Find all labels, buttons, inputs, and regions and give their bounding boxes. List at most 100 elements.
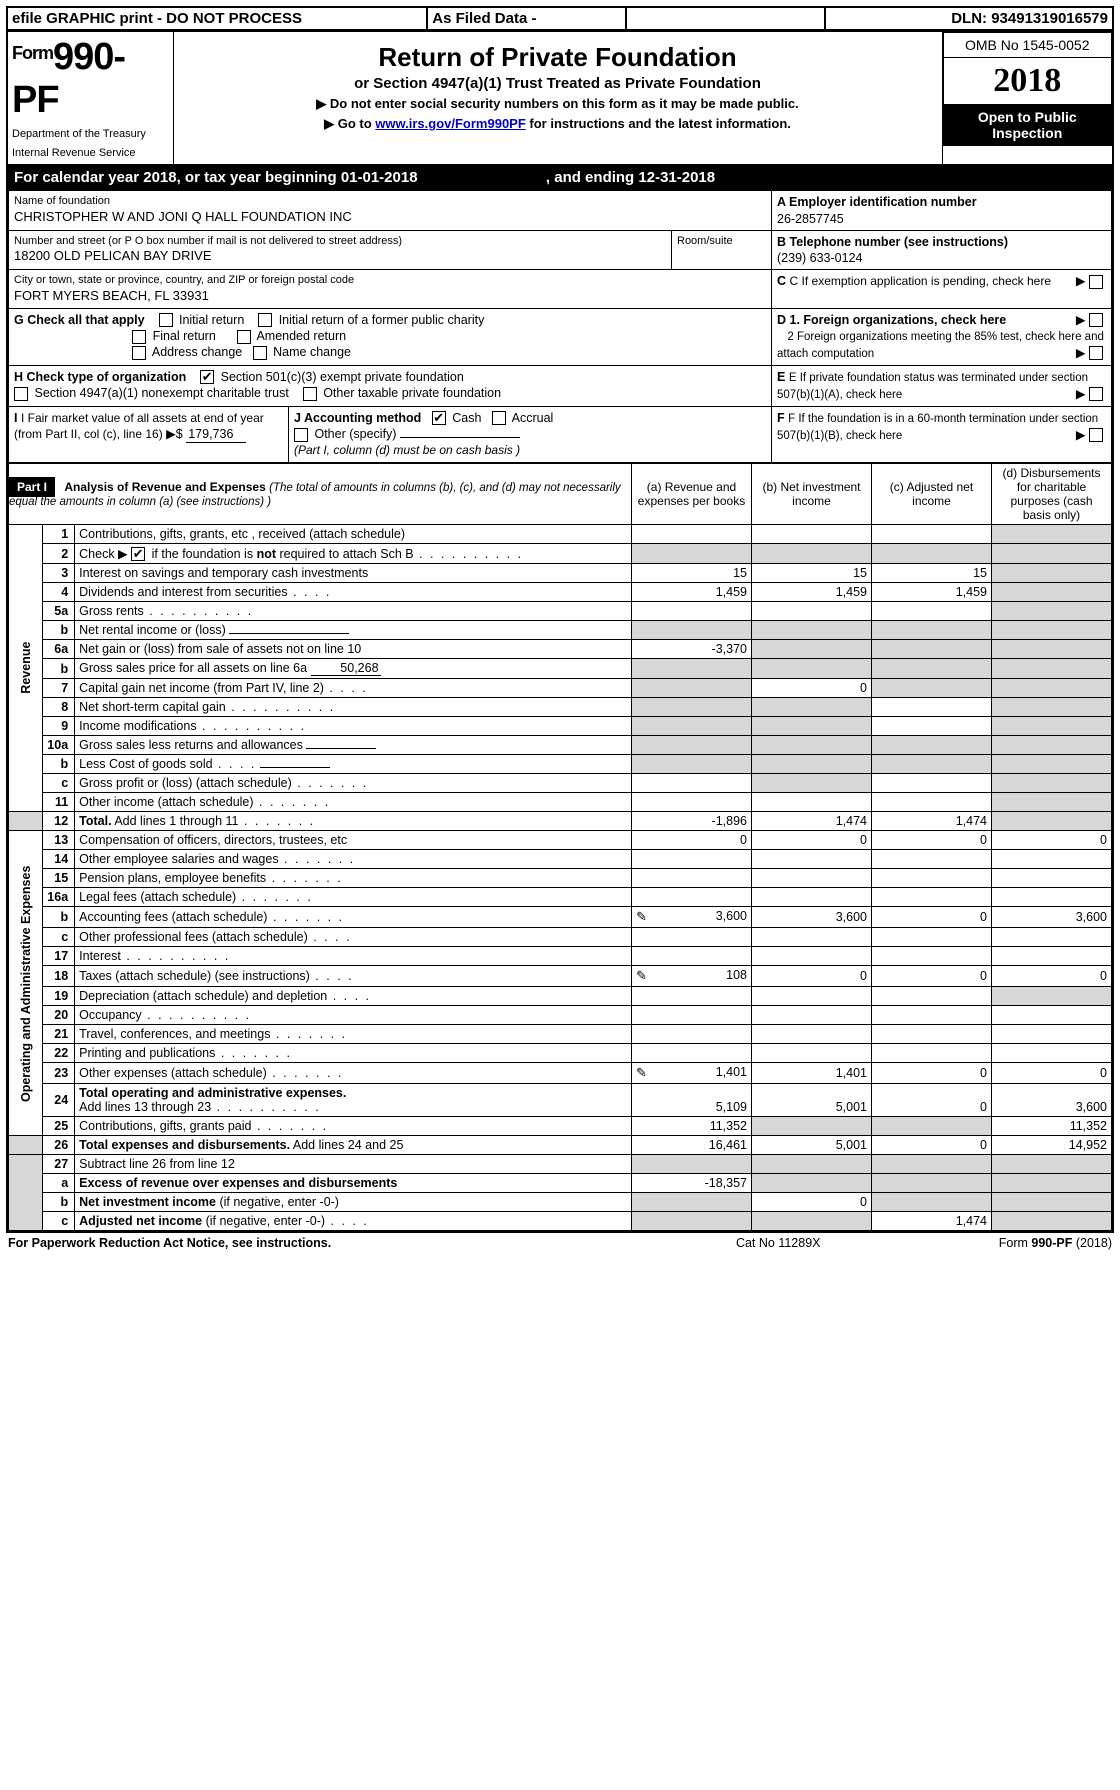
g-address-change-checkbox[interactable] bbox=[132, 346, 146, 360]
line-16a-desc: Legal fees (attach schedule) bbox=[79, 890, 236, 904]
line-27a-num: a bbox=[43, 1174, 75, 1193]
line-10a-desc: Gross sales less returns and allowances bbox=[79, 738, 303, 752]
dln-value: 93491319016579 bbox=[991, 10, 1108, 27]
line-18-b: 0 bbox=[752, 966, 872, 987]
line-23-d: 0 bbox=[992, 1063, 1112, 1084]
line-12-desc-b: Total. bbox=[79, 814, 111, 828]
line-23-desc: Other expenses (attach schedule) bbox=[79, 1066, 267, 1080]
line-5a-desc: Gross rents bbox=[79, 604, 144, 618]
dln-label: DLN: bbox=[951, 10, 987, 27]
line-9-desc: Income modifications bbox=[79, 719, 196, 733]
h-other-taxable-checkbox[interactable] bbox=[303, 387, 317, 401]
line-16b-a: 3,600 bbox=[716, 909, 747, 923]
line-24-c: 0 bbox=[872, 1084, 992, 1117]
line-3-c: 15 bbox=[872, 564, 992, 583]
c-checkbox[interactable] bbox=[1089, 275, 1103, 289]
line-19-desc: Depreciation (attach schedule) and deple… bbox=[79, 989, 327, 1003]
line-27b-desc: (if negative, enter -0-) bbox=[216, 1195, 339, 1209]
line-25-d: 11,352 bbox=[992, 1117, 1112, 1136]
line-6b-inline: 50,268 bbox=[311, 661, 381, 676]
line-21-desc: Travel, conferences, and meetings bbox=[79, 1027, 270, 1041]
line-27b-b: 0 bbox=[752, 1193, 872, 1212]
footer-right-pre: Form bbox=[999, 1236, 1032, 1250]
line-2-end: required to attach Sch B bbox=[276, 547, 414, 561]
line-26-num: 26 bbox=[43, 1136, 75, 1155]
line-5a-num: 5a bbox=[43, 602, 75, 621]
d2-label: 2 Foreign organizations meeting the 85% … bbox=[777, 331, 1104, 360]
attachment-icon[interactable]: ✎ bbox=[636, 909, 647, 925]
phone-value: (239) 633-0124 bbox=[777, 251, 862, 265]
form-number-cell: Form990-PF Department of the Treasury In… bbox=[8, 32, 173, 165]
line-27b-desc-b: Net investment income bbox=[79, 1195, 216, 1209]
form-word: Form bbox=[12, 43, 53, 63]
line-26-desc: Add lines 24 and 25 bbox=[290, 1138, 403, 1152]
line-26-d: 14,952 bbox=[992, 1136, 1112, 1155]
j-other-checkbox[interactable] bbox=[294, 428, 308, 442]
g-name-change-checkbox[interactable] bbox=[253, 346, 267, 360]
open-public-1: Open to Public bbox=[978, 109, 1077, 125]
dept-line-2: Internal Revenue Service bbox=[12, 147, 169, 160]
g-final-return-checkbox[interactable] bbox=[132, 330, 146, 344]
line-3-a: 15 bbox=[632, 564, 752, 583]
as-filed-text: As Filed Data - bbox=[432, 10, 536, 27]
line-10b-desc: Less Cost of goods sold bbox=[79, 757, 212, 771]
address-value: 18200 OLD PELICAN BAY DRIVE bbox=[14, 248, 666, 265]
line-16c-desc: Other professional fees (attach schedule… bbox=[79, 930, 308, 944]
efile-text: efile GRAPHIC print - DO NOT PROCESS bbox=[12, 10, 302, 27]
city-value: FORT MYERS BEACH, FL 33931 bbox=[14, 288, 766, 305]
line-24-desc-b: Total operating and administrative expen… bbox=[79, 1086, 346, 1100]
line-16b-num: b bbox=[43, 907, 75, 928]
col-a-header: (a) Revenue and expenses per books bbox=[632, 463, 752, 524]
line-4-desc: Dividends and interest from securities bbox=[79, 585, 287, 599]
e-checkbox[interactable] bbox=[1089, 387, 1103, 401]
j-accrual-checkbox[interactable] bbox=[492, 411, 506, 425]
line-23-c: 0 bbox=[872, 1063, 992, 1084]
sch-b-checkbox[interactable]: ✔ bbox=[131, 547, 145, 561]
line-4-num: 4 bbox=[43, 583, 75, 602]
line-10a-num: 10a bbox=[43, 736, 75, 755]
line-24-b: 5,001 bbox=[752, 1084, 872, 1117]
tax-year: 2018 bbox=[993, 62, 1061, 99]
part-1-table: Part I Analysis of Revenue and Expenses … bbox=[8, 463, 1112, 1232]
g-initial-return-checkbox[interactable] bbox=[159, 313, 173, 327]
line-16b-c: 0 bbox=[872, 907, 992, 928]
line-20-desc: Occupancy bbox=[79, 1008, 142, 1022]
h2-label: Section 4947(a)(1) nonexempt charitable … bbox=[34, 386, 288, 400]
d2-checkbox[interactable] bbox=[1089, 346, 1103, 360]
g-initial-former-checkbox[interactable] bbox=[258, 313, 272, 327]
d1-checkbox[interactable] bbox=[1089, 313, 1103, 327]
line-27c-c: 1,474 bbox=[872, 1212, 992, 1231]
line-6b-num: b bbox=[43, 659, 75, 679]
j-cash-checkbox[interactable]: ✔ bbox=[432, 411, 446, 425]
line-2-num: 2 bbox=[43, 543, 75, 564]
g-amended-return-checkbox[interactable] bbox=[237, 330, 251, 344]
foundation-name: CHRISTOPHER W AND JONI Q HALL FOUNDATION… bbox=[14, 209, 766, 226]
line-23-num: 23 bbox=[43, 1063, 75, 1084]
line-1-desc: Contributions, gifts, grants, etc , rece… bbox=[75, 524, 632, 543]
line-18-a: 108 bbox=[726, 968, 747, 982]
line-15-desc: Pension plans, employee benefits bbox=[79, 871, 266, 885]
line-6b-desc: Gross sales price for all assets on line… bbox=[79, 661, 307, 675]
line-14-num: 14 bbox=[43, 850, 75, 869]
line-12-c: 1,474 bbox=[872, 812, 992, 831]
line-5b-num: b bbox=[43, 621, 75, 640]
line-2-not: not bbox=[257, 547, 276, 561]
h-501c3-checkbox[interactable]: ✔ bbox=[200, 370, 214, 384]
form-header: Form990-PF Department of the Treasury In… bbox=[8, 31, 1112, 165]
line-24-num: 24 bbox=[43, 1084, 75, 1117]
line-10c-desc: Gross profit or (loss) (attach schedule) bbox=[79, 776, 292, 790]
j-note: (Part I, column (d) must be on cash basi… bbox=[294, 443, 520, 457]
line-5b-desc: Net rental income or (loss) bbox=[79, 623, 226, 637]
f-checkbox[interactable] bbox=[1089, 428, 1103, 442]
attachment-icon[interactable]: ✎ bbox=[636, 968, 647, 984]
footer-right-post: (2018) bbox=[1072, 1236, 1112, 1250]
attachment-icon[interactable]: ✎ bbox=[636, 1065, 647, 1081]
irs-link[interactable]: www.irs.gov/Form990PF bbox=[375, 116, 526, 131]
h3-label: Other taxable private foundation bbox=[323, 386, 501, 400]
line-13-c: 0 bbox=[872, 831, 992, 850]
line-25-num: 25 bbox=[43, 1117, 75, 1136]
omb-number: OMB No 1545-0052 bbox=[943, 33, 1112, 58]
room-suite-label: Room/suite bbox=[677, 234, 766, 248]
line-4-c: 1,459 bbox=[872, 583, 992, 602]
h-4947-checkbox[interactable] bbox=[14, 387, 28, 401]
